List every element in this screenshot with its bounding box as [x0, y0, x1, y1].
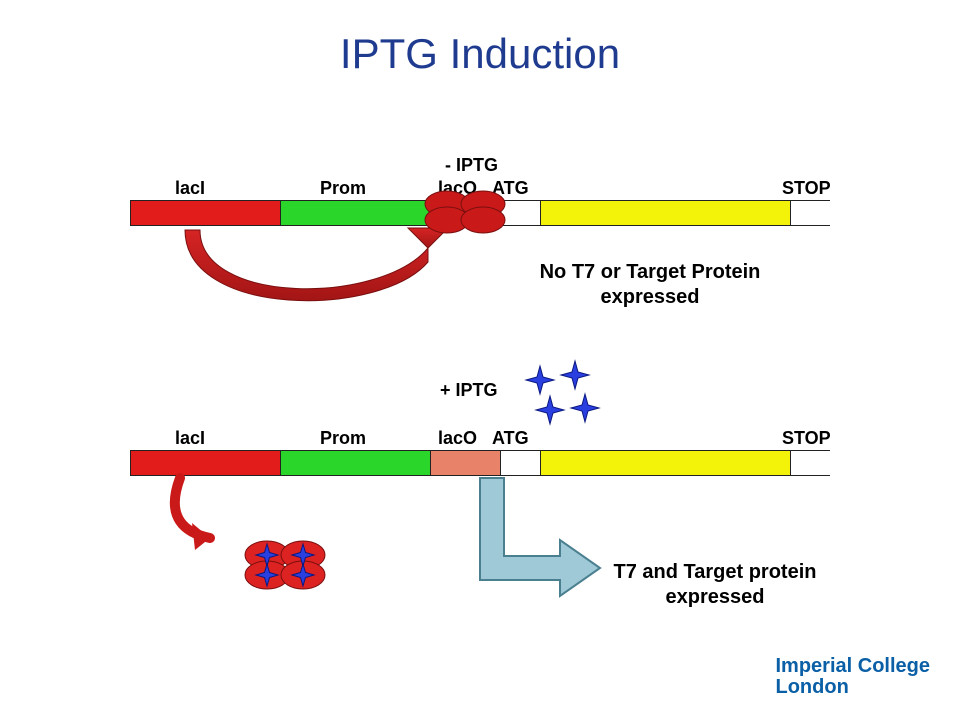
p1-seg-STOP: [791, 201, 831, 225]
p2-seg-Prom: [281, 451, 431, 475]
org-logo: Imperial College London: [776, 656, 931, 698]
p1-seg-gene: [541, 201, 791, 225]
panel1-heading: - IPTG: [445, 155, 498, 176]
p2-seg-gene: [541, 451, 791, 475]
p2-gene-bar: [130, 450, 830, 476]
p2-label-ATG: ATG: [492, 428, 529, 449]
p2-label-STOP: STOP: [782, 428, 831, 449]
logo-line1: Imperial College: [776, 656, 931, 677]
p2-seg-ATG: [501, 451, 541, 475]
p1-caption: No T7 or Target Protein expressed: [520, 260, 780, 310]
p2-label-lacO: lacO: [438, 428, 477, 449]
p1-repressor-and-arrow: [130, 190, 530, 320]
p2-label-lacI: lacI: [175, 428, 205, 449]
p1-label-STOP: STOP: [782, 178, 831, 199]
panel2-heading: + IPTG: [440, 380, 498, 401]
p2-seg-lacI: [131, 451, 281, 475]
page-title: IPTG Induction: [0, 30, 960, 78]
p2-seg-STOP: [791, 451, 831, 475]
p2-caption: T7 and Target protein expressed: [565, 560, 865, 610]
p2-free-iptg: [520, 360, 640, 430]
slide-root: { "title": { "text": "IPTG Induction", "…: [0, 0, 960, 720]
logo-line2: London: [776, 677, 931, 698]
p2-release: [140, 478, 400, 618]
p2-seg-lacO: [431, 451, 501, 475]
p2-label-Prom: Prom: [320, 428, 366, 449]
